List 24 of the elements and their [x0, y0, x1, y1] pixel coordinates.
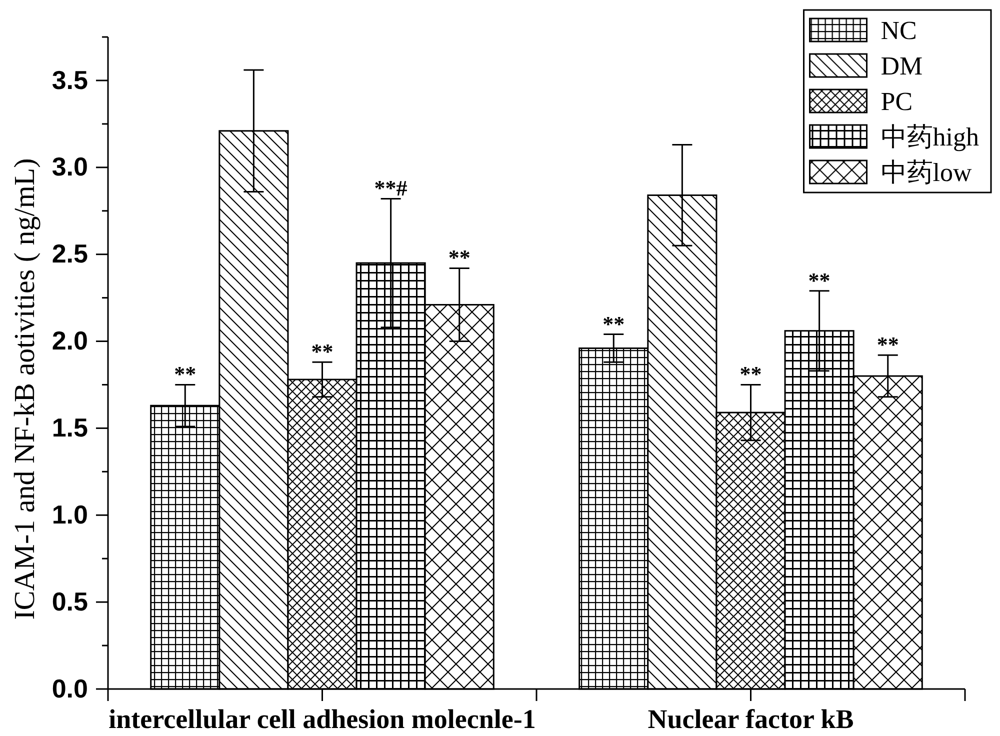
legend-label: 中药high: [880, 122, 979, 152]
x-tick-label: Nuclear factor kB: [648, 704, 854, 734]
data-label: **: [740, 362, 762, 387]
y-tick-label: 1.5: [52, 412, 88, 443]
data-label: **: [174, 362, 196, 387]
y-tick-label: 2.5: [52, 238, 88, 269]
data-label: **: [602, 311, 625, 336]
y-tick-label: 0.5: [52, 586, 88, 616]
legend-label: NC: [880, 16, 917, 46]
data-label: **: [876, 332, 899, 358]
data-label: **: [808, 268, 830, 293]
legend-label: PC: [880, 87, 913, 116]
data-label: **: [448, 245, 470, 270]
y-tick-label: 1.0: [52, 499, 88, 530]
y-tick-label: 3.0: [52, 152, 88, 182]
y-tick-label: 2.0: [52, 326, 88, 356]
y-tick-label: 0.0: [52, 673, 88, 704]
x-tick-label: intercellular cell adhesion molecnle-1: [108, 704, 536, 734]
legend-label: DM: [880, 52, 923, 81]
y-axis-title: ICAM-1 and NF-kB aotivities ( ng/mL): [9, 158, 41, 620]
legend-label: 中药low: [880, 158, 972, 188]
data-label: **: [311, 339, 334, 364]
data-label: **#: [374, 176, 408, 201]
y-tick-label: 3.5: [52, 64, 88, 95]
